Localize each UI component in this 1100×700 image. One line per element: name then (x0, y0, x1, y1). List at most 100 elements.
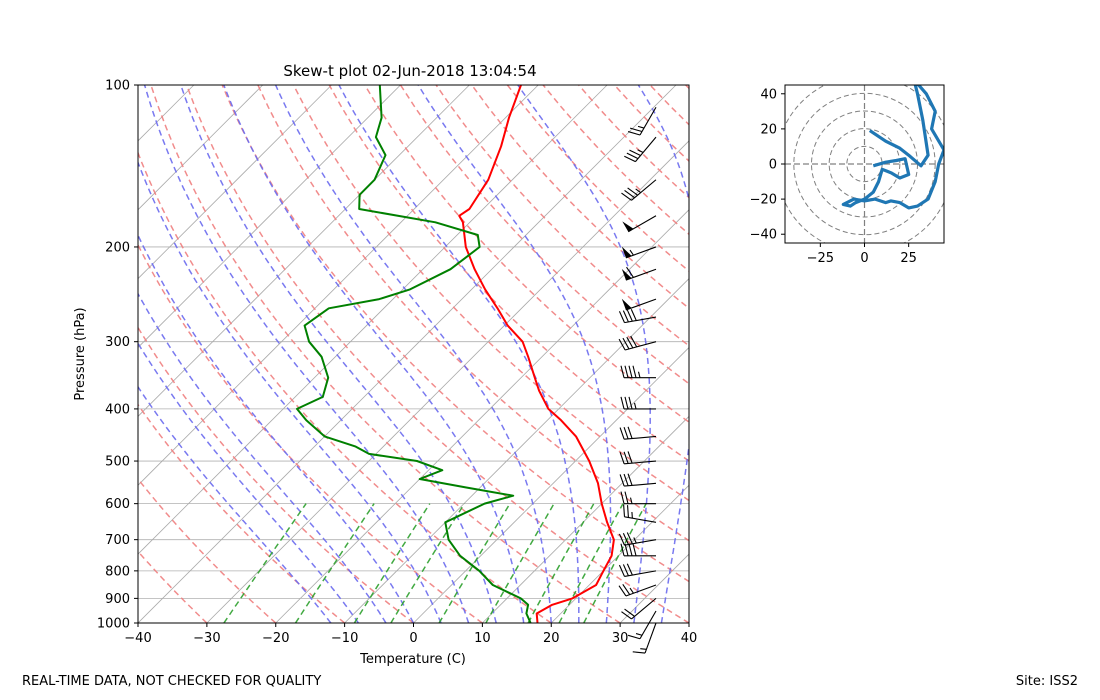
y-tick-label: 500 (105, 455, 130, 470)
dry-adiabat-line (138, 243, 483, 623)
wind-barb-flag (626, 336, 634, 349)
dry-adiabat-line (138, 326, 414, 623)
moist-adiabat-line (143, 85, 470, 623)
wind-barb-flag (626, 563, 633, 576)
hodograph-y-tick-label: 0 (769, 158, 777, 173)
wind-barb-staff (628, 215, 657, 233)
x-tick-label: −30 (193, 631, 220, 646)
wind-barb-flag (623, 426, 629, 440)
wind-barb-flag (628, 365, 633, 378)
wind-barb (620, 543, 656, 557)
dry-adiabat-line (257, 85, 689, 542)
wind-barb-half-flag (633, 402, 637, 410)
skewt-ylabel: Pressure (hPa) (73, 307, 88, 400)
wind-barb-flag (620, 396, 625, 410)
hodograph-x-tick-label: 0 (860, 251, 868, 266)
isotherm-line (482, 415, 689, 623)
skewt-title: Skew-t plot 02-Jun-2018 13:04:54 (283, 62, 536, 80)
wind-barb-half-flag (629, 497, 633, 504)
wind-barb-pennant (621, 298, 632, 311)
moist-adiabat-line (138, 233, 415, 623)
wind-barb-flag (626, 152, 639, 160)
x-tick-label: 20 (543, 631, 560, 646)
isotherm-line (138, 85, 539, 486)
wind-barb-staff (624, 570, 657, 577)
wind-barb-flag (628, 543, 633, 556)
wind-barb (621, 246, 657, 259)
wind-barb-staff (639, 610, 657, 640)
wind-barb-half-flag (640, 648, 647, 650)
hodograph-ring (828, 128, 901, 200)
wind-barb-flag (622, 337, 630, 350)
wind-barb-half-flag (629, 587, 634, 594)
skewt-grid (138, 85, 689, 623)
wind-barb (619, 473, 657, 487)
wind-barb-flag (618, 338, 626, 351)
wind-barb-staff (624, 341, 657, 351)
wind-barb-half-flag (637, 149, 644, 153)
moist-adiabat-line (338, 85, 580, 623)
dry-adiabat-line (138, 150, 552, 623)
wind-barb-staff (624, 482, 657, 487)
wind-barb-flag (628, 396, 633, 410)
wind-barb (621, 298, 657, 311)
skew-t-chart: Skew-t plot 02-Jun-2018 13:04:54 −40 −30 −… (73, 62, 697, 667)
isotherm-line (138, 85, 264, 211)
dry-adiabat-line (578, 85, 689, 199)
wind-barb-flag (627, 473, 633, 486)
wind-barb-staff (625, 298, 657, 311)
wind-barb (627, 610, 657, 640)
hodograph-y-tick-label: 20 (760, 122, 777, 137)
wind-barb (619, 426, 657, 440)
dry-adiabat-line (138, 403, 346, 623)
wind-barb-flag (622, 310, 629, 323)
wind-barb-pennant (621, 246, 632, 258)
wind-barb-flag (629, 149, 641, 157)
wind-barb-staff (624, 460, 657, 465)
wind-barb-staff (635, 136, 657, 163)
hodograph-y-tick-label: 40 (760, 87, 777, 102)
wind-barb-staff (644, 622, 657, 654)
dry-adiabat-line (221, 85, 689, 583)
x-tick-label: 0 (409, 631, 417, 646)
isotherm-line (344, 278, 689, 623)
mixing-ratio-line (438, 503, 511, 623)
isotherm-line (688, 622, 689, 623)
moist-adiabat-line (637, 85, 689, 623)
x-tick-label: 30 (612, 631, 629, 646)
y-tick-label: 600 (105, 497, 130, 512)
wind-barb-flag (623, 504, 626, 517)
wind-barb-flag (619, 474, 625, 487)
hodograph-chart: −25 0 25 −40 −20 0 20 40 (750, 84, 945, 266)
moist-adiabat-line (138, 292, 387, 623)
wind-barb-flag (624, 365, 629, 378)
y-tick-label: 700 (105, 533, 130, 548)
moist-adiabat-line (223, 85, 525, 623)
hodograph-x-tick-label: 25 (900, 251, 917, 266)
dry-adiabat-line (292, 85, 689, 502)
wind-barb-flag (630, 309, 637, 321)
dry-adiabat-line (138, 477, 277, 623)
dry-adiabat-line (328, 85, 689, 462)
x-tick-label: −10 (331, 631, 358, 646)
moist-adiabat-line (688, 619, 689, 623)
wind-barb-flag (620, 491, 625, 504)
wind-barb (621, 266, 657, 281)
y-tick-label: 800 (105, 564, 130, 579)
wind-barb-flag (622, 564, 629, 576)
x-tick-label: 10 (474, 631, 491, 646)
wind-barb-staff (625, 584, 657, 597)
y-tick-label: 300 (105, 335, 130, 350)
moist-adiabat-line (138, 341, 360, 623)
wind-barb-flag (622, 533, 629, 545)
dry-adiabat-line (506, 85, 689, 273)
wind-barb-flag (632, 365, 637, 378)
x-tick-label: −40 (124, 631, 151, 646)
skewt-xlabel: Temperature (C) (359, 652, 466, 667)
site-label: Site: ISS2 (1015, 674, 1078, 689)
wind-barb-flag (618, 564, 625, 577)
wind-barb (620, 491, 656, 505)
dry-adiabat-line (399, 85, 689, 385)
y-tick-label: 400 (105, 402, 130, 417)
moist-adiabat-line (517, 85, 651, 623)
